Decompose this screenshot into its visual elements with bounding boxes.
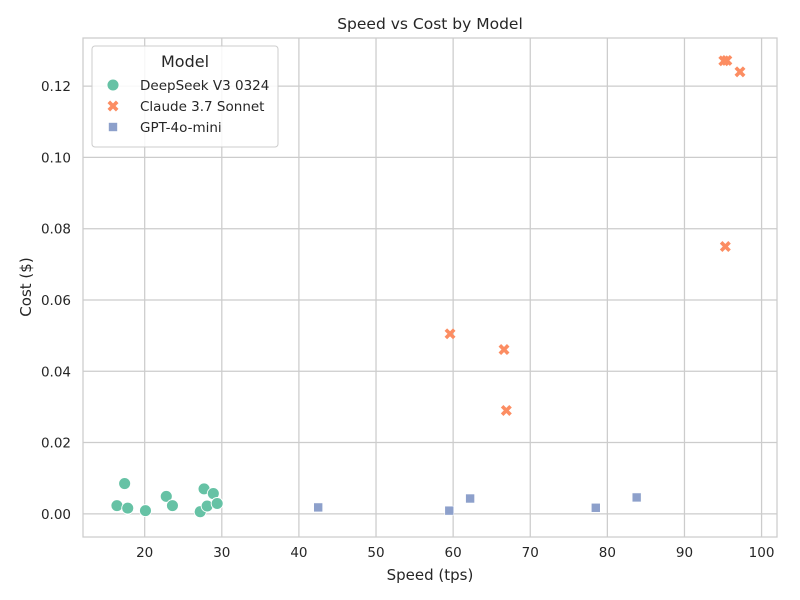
y-axis-label: Cost ($) <box>17 257 35 316</box>
data-point <box>500 404 512 416</box>
legend-marker <box>106 78 120 92</box>
grid-lines <box>83 38 777 537</box>
y-tick-label: 0.06 <box>41 293 71 309</box>
legend-box <box>91 45 279 148</box>
x-tick-label: 70 <box>522 545 539 561</box>
data-point <box>159 489 173 503</box>
x-tick-label: 20 <box>136 545 153 561</box>
chart-title: Speed vs Cost by Model <box>337 15 523 33</box>
data-point <box>118 477 132 490</box>
data-point <box>721 54 733 66</box>
y-axis-ticks: 0.00 0.02 0.04 0.06 0.08 0.10 0.12 <box>41 79 71 523</box>
legend-label: Claude 3.7 Sonnet <box>140 99 264 115</box>
x-axis-ticks: 20 30 40 50 60 70 80 90 100 <box>136 545 774 561</box>
data-point <box>313 502 323 513</box>
x-tick-label: 60 <box>445 545 462 561</box>
y-tick-label: 0.02 <box>41 436 71 452</box>
legend-marker <box>107 100 119 112</box>
x-axis-label: Speed (tps) <box>387 566 474 584</box>
data-point <box>631 492 642 503</box>
data-point <box>719 241 731 252</box>
data-point <box>121 501 135 515</box>
y-tick-label: 0.04 <box>41 364 71 380</box>
legend-marker <box>108 122 118 132</box>
data-point <box>498 344 510 355</box>
data-point <box>444 328 456 340</box>
data-point <box>590 502 601 513</box>
data-point <box>734 66 746 78</box>
y-tick-label: 0.08 <box>41 222 71 238</box>
x-tick-label: 30 <box>213 545 230 561</box>
x-tick-label: 50 <box>367 545 384 561</box>
x-tick-label: 90 <box>676 545 693 561</box>
y-tick-label: 0.12 <box>41 79 71 95</box>
legend: Model DeepSeek V3 0324 Claude 3.7 Sonnet G… <box>91 45 279 148</box>
data-point <box>210 497 224 510</box>
data-point <box>444 505 455 516</box>
y-tick-label: 0.00 <box>41 507 71 523</box>
data-point <box>165 499 179 513</box>
x-tick-label: 100 <box>749 545 775 561</box>
legend-label: GPT-4o-mini <box>140 120 222 136</box>
x-tick-label: 80 <box>599 545 616 561</box>
data-point <box>465 493 475 504</box>
data-points <box>110 54 746 519</box>
data-point <box>139 504 152 518</box>
y-tick-label: 0.10 <box>41 150 71 166</box>
x-tick-label: 40 <box>290 545 307 561</box>
legend-label: DeepSeek V3 0324 <box>140 78 269 94</box>
data-point <box>110 499 124 513</box>
plot-area-frame <box>82 37 778 538</box>
legend-title: Model <box>161 52 209 71</box>
